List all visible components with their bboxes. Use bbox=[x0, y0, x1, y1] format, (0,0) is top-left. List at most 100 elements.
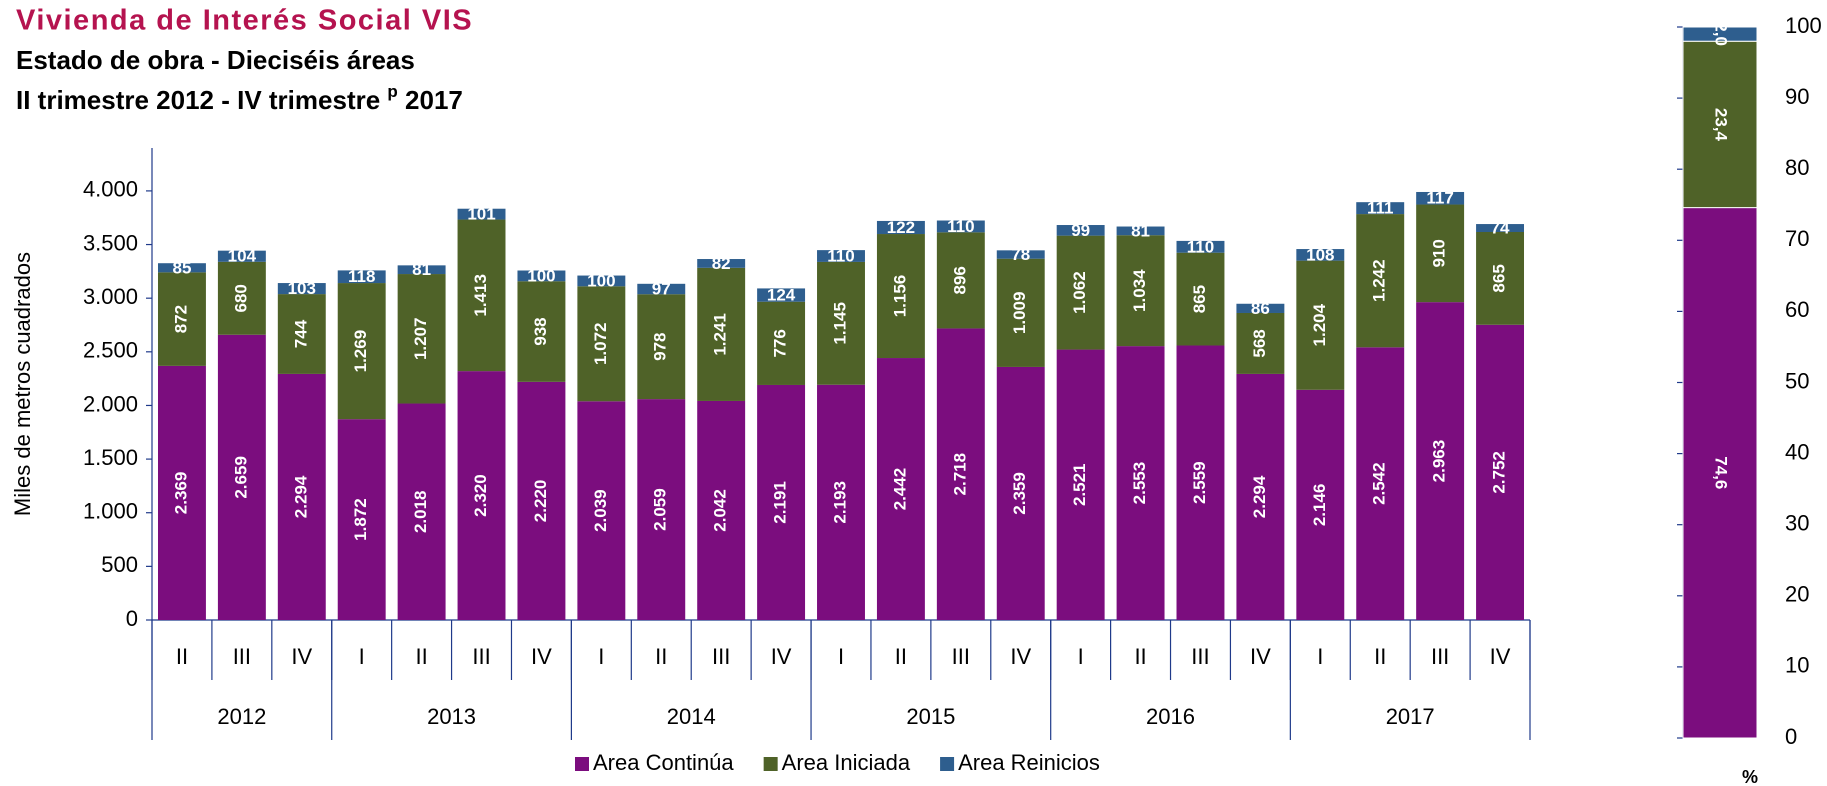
bar-segment bbox=[1176, 252, 1225, 346]
chart-title: Vivienda de Interés Social VIS bbox=[16, 5, 473, 37]
x-tick-label: II bbox=[415, 644, 427, 669]
bar-segment bbox=[217, 334, 266, 620]
bar-segment bbox=[817, 384, 865, 620]
y-tick-label: 3.000 bbox=[83, 284, 138, 309]
data-label: 86 bbox=[1251, 299, 1270, 318]
data-label: 744 bbox=[291, 319, 310, 348]
bar-segment bbox=[876, 220, 925, 235]
data-label: 2.191 bbox=[771, 481, 790, 524]
legend-swatch bbox=[575, 757, 589, 771]
bar-segment bbox=[277, 283, 326, 295]
group-label: 2016 bbox=[1146, 704, 1195, 729]
data-label: 74,6 bbox=[1712, 456, 1731, 489]
data-label: 110 bbox=[827, 247, 854, 266]
x-tick-label: I bbox=[359, 644, 365, 669]
bar-segment bbox=[1056, 225, 1105, 236]
bar-segment bbox=[517, 381, 566, 620]
bar-segment bbox=[1056, 235, 1105, 350]
bar-segment bbox=[1116, 346, 1165, 620]
bar-segment bbox=[277, 373, 326, 620]
x-tick-label: IV bbox=[531, 644, 552, 669]
bar-segment bbox=[157, 272, 206, 366]
data-label: 81 bbox=[1131, 221, 1150, 240]
bar-segment bbox=[1296, 260, 1345, 390]
data-label: 2.018 bbox=[411, 490, 430, 533]
period-superscript: p bbox=[387, 82, 397, 101]
data-label: 74 bbox=[1491, 219, 1510, 238]
data-label: 81 bbox=[412, 260, 431, 279]
bar-segment bbox=[996, 258, 1045, 367]
data-label: 776 bbox=[771, 329, 790, 357]
bar-segment bbox=[817, 261, 865, 385]
chart-subtitle: Estado de obra - Dieciséis áreas bbox=[16, 45, 415, 75]
bar-segment bbox=[157, 365, 206, 620]
data-label: 1.242 bbox=[1370, 259, 1389, 302]
data-label: 1.241 bbox=[711, 313, 730, 356]
data-label: 100 bbox=[527, 266, 555, 285]
bar-segment bbox=[157, 263, 206, 273]
data-label: 110 bbox=[1187, 237, 1214, 256]
legend-label: Area Iniciada bbox=[782, 750, 911, 775]
bar-segment bbox=[1356, 202, 1405, 215]
data-label: 2.369 bbox=[171, 472, 190, 515]
bar-segment bbox=[1236, 303, 1285, 313]
data-label: 865 bbox=[1490, 264, 1509, 292]
data-label: 1.204 bbox=[1310, 303, 1329, 346]
y-tick-label: 90 bbox=[1785, 84, 1809, 109]
y-tick-label: 40 bbox=[1785, 439, 1809, 464]
period-text: II trimestre 2012 - IV trimestre bbox=[16, 85, 380, 115]
y-tick-label: 30 bbox=[1785, 511, 1809, 536]
x-tick-label: I bbox=[838, 644, 844, 669]
data-label: 117 bbox=[1426, 189, 1453, 208]
bar-segment bbox=[697, 400, 746, 620]
data-label: 1.145 bbox=[830, 302, 849, 345]
x-tick-label: IV bbox=[1010, 644, 1031, 669]
data-label: 78 bbox=[1011, 245, 1030, 264]
y-tick-label: 0 bbox=[1785, 724, 1797, 749]
bar-segment bbox=[1236, 373, 1285, 620]
data-label: 2.359 bbox=[1010, 472, 1029, 515]
data-label: 2.146 bbox=[1310, 484, 1329, 527]
x-tick-label: II bbox=[655, 644, 667, 669]
x-tick-label: IV bbox=[771, 644, 792, 669]
data-label: 2.042 bbox=[711, 489, 730, 532]
bar-segment bbox=[1296, 249, 1345, 261]
data-label: 2.059 bbox=[651, 488, 670, 531]
x-axis-label: % bbox=[1742, 767, 1758, 786]
x-tick-label: III bbox=[712, 644, 730, 669]
bar-segment bbox=[817, 250, 865, 262]
data-label: 568 bbox=[1250, 329, 1269, 357]
data-label: 978 bbox=[651, 332, 670, 360]
bar-segment bbox=[1296, 389, 1345, 620]
bar-segment bbox=[876, 234, 925, 359]
data-label: 1.269 bbox=[351, 330, 370, 373]
y-tick-label: 100 bbox=[1785, 13, 1822, 38]
data-label: 111 bbox=[1367, 199, 1394, 218]
data-label: 2.542 bbox=[1370, 462, 1389, 505]
data-label: 1.156 bbox=[890, 275, 909, 318]
bar-segment bbox=[996, 250, 1045, 259]
data-label: 2,0 bbox=[1712, 22, 1731, 46]
bar-segment bbox=[1056, 349, 1105, 620]
bar-segment bbox=[1116, 235, 1165, 347]
x-tick-label: IV bbox=[1490, 644, 1511, 669]
x-tick-label: III bbox=[1431, 644, 1449, 669]
bar-segment bbox=[577, 286, 626, 402]
bar-segment bbox=[577, 275, 626, 287]
bar-segment bbox=[1416, 302, 1465, 620]
bar-segment bbox=[637, 283, 686, 295]
bar-segment bbox=[337, 283, 386, 420]
bar-segment bbox=[1116, 226, 1165, 236]
x-tick-label: II bbox=[1374, 644, 1386, 669]
y-tick-label: 60 bbox=[1785, 297, 1809, 322]
bar-segment bbox=[1476, 324, 1525, 620]
bar-segment bbox=[1476, 224, 1525, 232]
data-label: 97 bbox=[652, 279, 671, 298]
y-tick-label: 10 bbox=[1785, 653, 1809, 678]
y-tick-label: 0 bbox=[126, 606, 138, 631]
x-tick-label: III bbox=[233, 644, 251, 669]
bar-segment bbox=[757, 384, 806, 620]
bar-segment bbox=[337, 270, 386, 284]
x-tick-label: I bbox=[598, 644, 604, 669]
y-tick-label: 4.000 bbox=[83, 177, 138, 202]
